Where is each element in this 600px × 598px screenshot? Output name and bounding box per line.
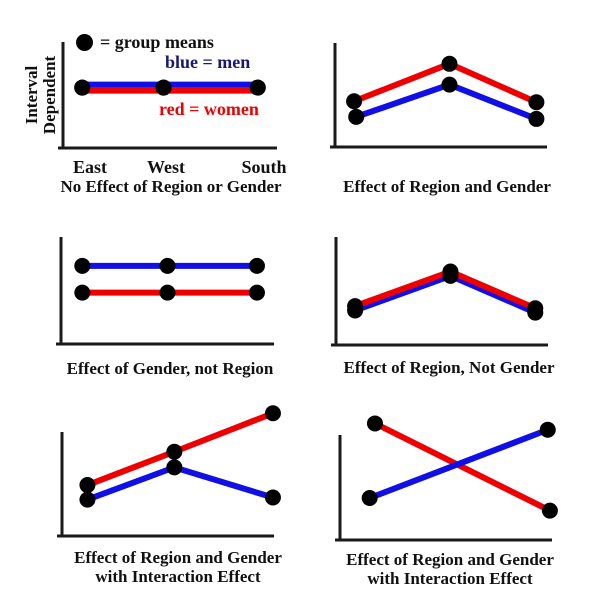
caption-gender-not-region: Effect of Gender, not Region [66,359,274,378]
x-label-south: South [241,157,287,177]
y-axis-label-line1: Interval [22,65,41,125]
caption-no-effect: No Effect of Region or Gender [60,177,282,196]
caption-region-and-gender: Effect of Region and Gender [343,177,551,196]
group-means-dot-icon [76,34,93,51]
caption-interaction-left: Effect of Region and Gender with Interac… [74,548,282,586]
y-axis-label: Interval Dependent [22,30,59,160]
legend-women-label: red = women [159,99,259,119]
y-axis-label-line2: Dependent [40,55,59,135]
caption-interaction-right-line2: with Interaction Effect [367,569,533,588]
caption-interaction-right: Effect of Region and Gender with Interac… [346,550,554,588]
legend-men-label: blue = men [165,52,251,72]
legend-group-means-label: = group means [100,32,214,52]
caption-region-not-gender: Effect of Region, Not Gender [343,358,555,377]
x-label-east: East [72,157,108,177]
caption-interaction-left-line1: Effect of Region and Gender [74,548,282,567]
caption-interaction-left-line2: with Interaction Effect [95,567,261,586]
caption-interaction-right-line1: Effect of Region and Gender [346,550,554,569]
x-label-west: West [147,157,185,177]
